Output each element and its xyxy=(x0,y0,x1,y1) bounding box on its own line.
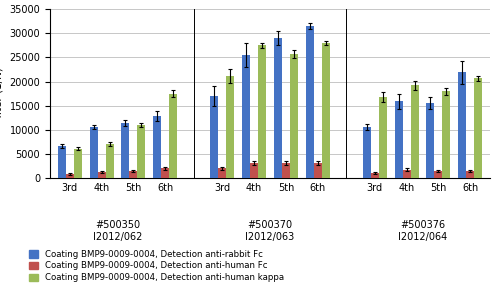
Bar xyxy=(66,174,74,178)
Bar xyxy=(169,94,177,178)
Text: #500370: #500370 xyxy=(248,220,292,230)
Text: #500376: #500376 xyxy=(400,220,445,230)
Text: I2012/062: I2012/062 xyxy=(93,232,142,242)
Bar xyxy=(371,173,379,178)
Bar xyxy=(122,123,130,178)
Bar xyxy=(161,169,169,178)
Y-axis label: Titer (1/N): Titer (1/N) xyxy=(0,67,4,120)
Bar xyxy=(153,116,161,178)
Text: I2012/063: I2012/063 xyxy=(246,232,294,242)
Bar xyxy=(90,127,98,178)
Bar xyxy=(306,26,314,178)
Bar xyxy=(242,55,250,178)
Bar xyxy=(458,72,466,178)
Text: #500350: #500350 xyxy=(95,220,140,230)
Bar xyxy=(402,170,410,178)
Bar xyxy=(74,149,82,178)
Bar xyxy=(226,76,234,178)
Bar xyxy=(130,171,138,178)
Bar xyxy=(218,169,226,178)
Bar xyxy=(322,43,330,178)
Bar xyxy=(442,91,450,178)
Bar xyxy=(426,103,434,178)
Bar xyxy=(474,78,482,178)
Bar xyxy=(210,96,218,178)
Bar xyxy=(466,171,474,178)
Bar xyxy=(434,171,442,178)
Bar xyxy=(410,85,418,178)
Bar xyxy=(363,127,371,178)
Bar xyxy=(98,172,106,178)
Bar xyxy=(290,54,298,178)
Bar xyxy=(250,163,258,178)
Bar xyxy=(58,146,66,178)
Bar xyxy=(394,101,402,178)
Bar xyxy=(379,97,387,178)
Bar xyxy=(138,125,145,178)
Legend: Coating BMP9-0009-0004, Detection anti-rabbit Fc, Coating BMP9-0009-0004, Detect: Coating BMP9-0009-0004, Detection anti-r… xyxy=(30,250,284,282)
Text: I2012/064: I2012/064 xyxy=(398,232,447,242)
Bar xyxy=(282,163,290,178)
Bar xyxy=(258,45,266,178)
Bar xyxy=(274,38,282,178)
Bar xyxy=(106,144,114,178)
Bar xyxy=(314,163,322,178)
